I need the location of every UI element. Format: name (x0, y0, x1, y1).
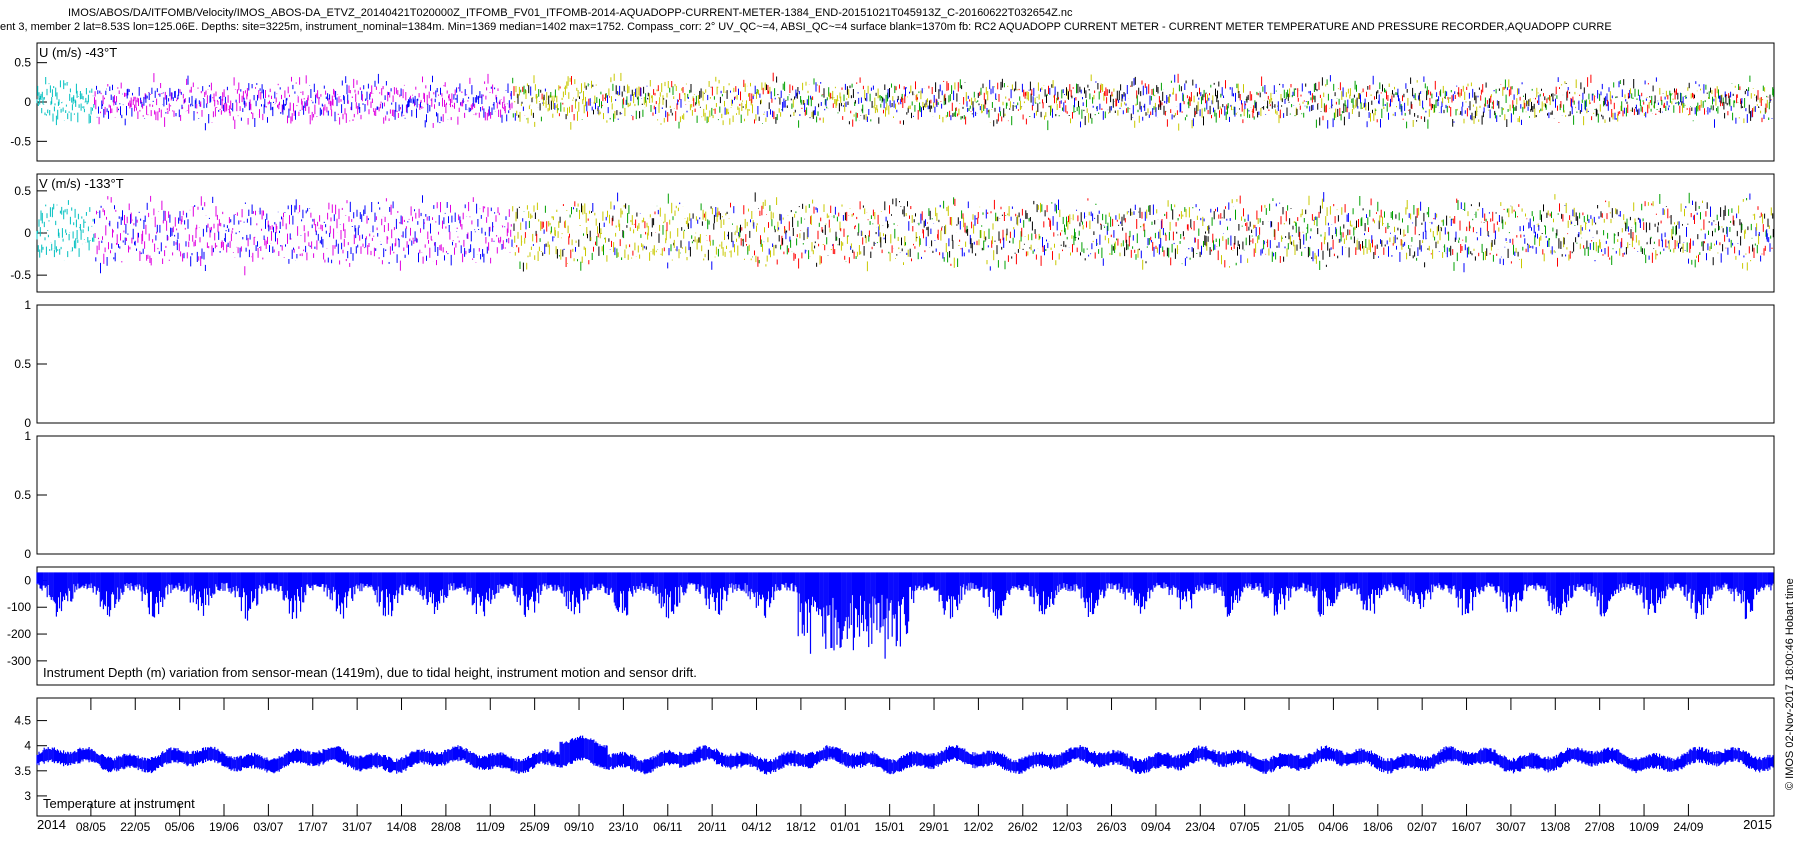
series-u (36, 72, 1774, 131)
header-line-1: IMOS/ABOS/DA/ITFOMB/Velocity/IMOS_ABOS-D… (68, 7, 1073, 19)
panel-v: 0.50-0.5V (m/s) -133°T (10, 173, 1775, 293)
series-v (36, 192, 1774, 276)
ytick-label-u: 0.5 (14, 56, 31, 70)
ytick-label-v: 0 (24, 226, 31, 240)
header-line-2: ent 3, member 2 lat=8.53S lon=125.06E. D… (0, 21, 1612, 33)
panel-u: 0.5 0 -0.5 U (m/s) -43°T (10, 42, 1775, 162)
axes-box-u (36, 42, 1775, 162)
panel-label-u: U (m/s) -43°T (39, 45, 117, 60)
ytick-label-v: -0.5 (10, 268, 31, 282)
ytick-label-v: 0.5 (14, 184, 31, 198)
ytick-label-u: 0 (24, 95, 31, 109)
ytick-label-u: -0.5 (10, 134, 31, 148)
